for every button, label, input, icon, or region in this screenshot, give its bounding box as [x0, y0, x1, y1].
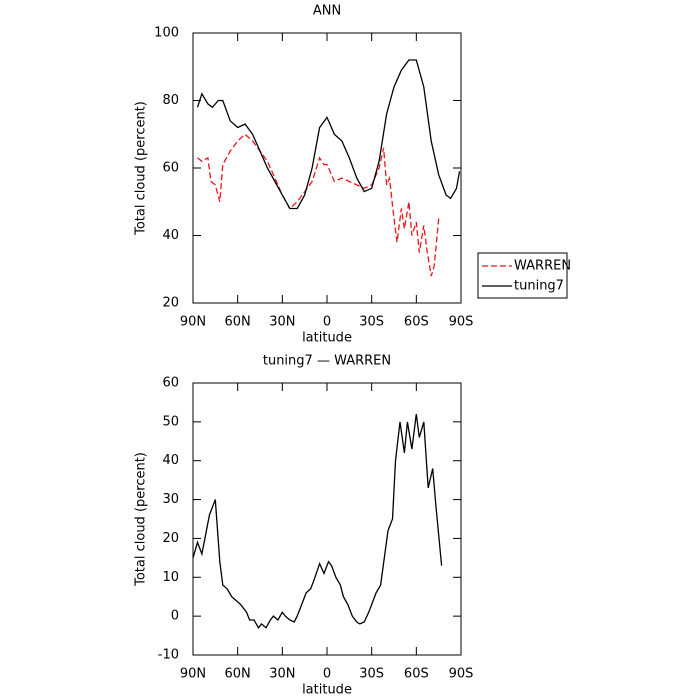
x-tick-label: 60N — [225, 315, 251, 330]
y-tick-label: 40 — [162, 453, 179, 468]
y-tick-label: 100 — [154, 26, 179, 41]
x-tick-label: 30S — [359, 315, 384, 330]
y-tick-label: 10 — [162, 570, 179, 585]
y-tick-label: 50 — [162, 414, 179, 429]
x-tick-label: 60S — [404, 667, 429, 682]
series-line — [196, 59, 461, 210]
y-tick-label: 0 — [171, 609, 179, 624]
y-tick-label: 20 — [162, 296, 179, 311]
y-tick-label: 60 — [162, 161, 179, 176]
series-line — [197, 133, 440, 277]
x-tick-label: 90S — [449, 667, 474, 682]
x-axis-label: latitude — [302, 331, 352, 346]
x-axis-label: latitude — [302, 683, 352, 698]
legend-label: WARREN — [514, 259, 571, 274]
x-tick-label: 30N — [269, 667, 295, 682]
x-tick-label: 90N — [180, 315, 206, 330]
y-tick-label: 40 — [162, 228, 179, 243]
y-tick-label: 60 — [162, 376, 179, 391]
y-axis-label: Total cloud (percent) — [134, 101, 149, 236]
x-tick-label: 60S — [404, 315, 429, 330]
legend-box — [477, 252, 568, 299]
series-line — [192, 414, 443, 629]
y-tick-label: 30 — [162, 492, 179, 507]
plot-frame — [192, 382, 462, 656]
y-tick-label: 80 — [162, 93, 179, 108]
y-tick-label: -10 — [158, 648, 179, 663]
x-tick-label: 0 — [323, 667, 331, 682]
x-tick-label: 90S — [449, 315, 474, 330]
x-tick-label: 60N — [225, 667, 251, 682]
chart-title: ANN — [313, 4, 341, 19]
x-tick-label: 90N — [180, 667, 206, 682]
chart-title: tuning7 — WARREN — [263, 354, 391, 369]
y-tick-label: 20 — [162, 531, 179, 546]
y-axis-label: Total cloud (percent) — [134, 452, 149, 587]
x-tick-label: 0 — [323, 315, 331, 330]
x-tick-label: 30S — [359, 667, 384, 682]
legend-label: tuning7 — [514, 279, 564, 294]
plot-frame — [192, 32, 462, 304]
x-tick-label: 30N — [269, 315, 295, 330]
